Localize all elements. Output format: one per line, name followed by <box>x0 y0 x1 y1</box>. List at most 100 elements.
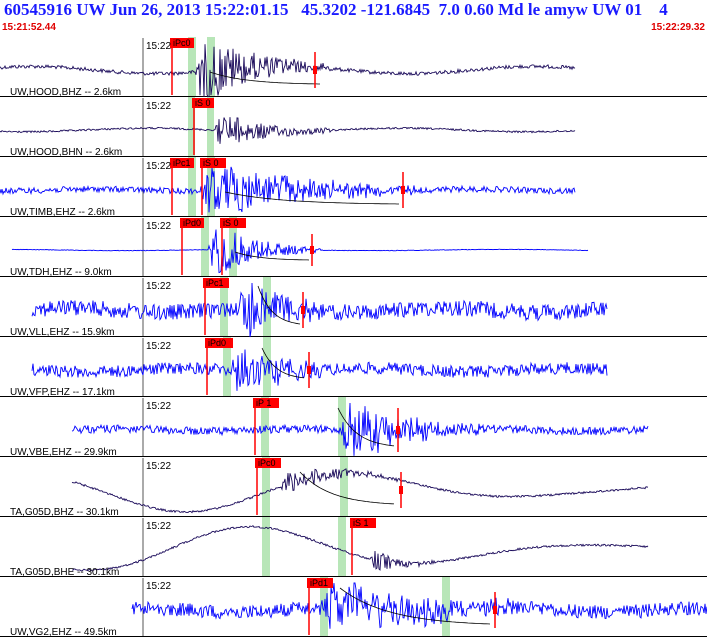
pick-window <box>207 97 214 157</box>
coda-curve <box>337 407 395 447</box>
phase-pick[interactable]: iPd1 <box>307 578 333 635</box>
pick-label: iPd0 <box>208 338 226 348</box>
station-label: TA,G05D,BHZ -- 30.1km <box>10 507 119 518</box>
amplitude-box <box>399 486 403 494</box>
phase-pick[interactable]: iP 1 <box>253 398 279 455</box>
amplitude-box <box>493 606 497 614</box>
pick-label: iS 0 <box>195 98 211 108</box>
phase-pick[interactable]: iPd0 <box>205 338 233 395</box>
phase-pick[interactable]: iS 0 <box>192 98 214 155</box>
pick-box <box>220 218 246 228</box>
station-label: UW,VLL,EHZ -- 15.9km <box>10 327 114 338</box>
coda-curve <box>224 191 399 205</box>
station-label: UW,HOOD,BHN -- 2.6km <box>10 147 122 158</box>
station-label: UW,TIMB,EHZ -- 2.6km <box>10 207 115 218</box>
pick-window <box>207 37 215 97</box>
trace-panel[interactable]: iPd1 15:22 UW,VG2,EHZ -- 49.5km <box>0 577 707 638</box>
pick-box <box>192 98 214 108</box>
pick-window <box>262 457 270 517</box>
phase-pick[interactable]: iPd0 <box>180 218 204 275</box>
trace-panel[interactable]: iS 1 15:22 TA,G05D,BHE -- 30.1km <box>0 517 707 578</box>
pick-window <box>262 517 270 577</box>
pick-box <box>307 578 333 588</box>
pick-label: iPd0 <box>183 218 201 228</box>
coda-curve <box>339 587 491 625</box>
trace-time-label: 15:22 <box>146 281 171 292</box>
trace-time-label: 15:22 <box>146 461 171 472</box>
waveform <box>0 117 576 144</box>
waveform <box>71 525 649 572</box>
pick-window <box>223 337 231 397</box>
trace-panel[interactable]: iPc1 iS 0 15:22 UW,TIMB,EHZ -- 2.6km <box>0 157 707 218</box>
amplitude-box <box>401 186 405 194</box>
pick-box <box>253 398 279 408</box>
pick-label: iS 1 <box>353 518 369 528</box>
coda-curve <box>257 285 301 325</box>
amplitude-box <box>301 306 305 314</box>
station-label: UW,VBE,EHZ -- 29.9km <box>10 447 117 458</box>
trace-panel[interactable]: iS 0 15:22 UW,HOOD,BHN -- 2.6km <box>0 97 707 158</box>
waveform <box>71 468 649 514</box>
event-title: 60545916 UW Jun 26, 2013 15:22:01.15 45.… <box>4 0 668 19</box>
coda-curve <box>261 347 305 379</box>
pick-label: iPc0 <box>258 458 276 468</box>
waveform <box>71 402 649 456</box>
amplitude-box <box>313 66 317 74</box>
phase-pick[interactable]: iPc1 <box>170 158 194 215</box>
trace-panel[interactable]: iP 1 15:22 UW,VBE,EHZ -- 29.9km <box>0 397 707 458</box>
waveform <box>11 229 589 274</box>
trace-panel[interactable]: iPd0 iS 0 15:22 UW,TDH,EHZ -- 9.0km <box>0 217 707 278</box>
trace-time-label: 15:22 <box>146 341 171 352</box>
trace-panel[interactable]: iPd0 15:22 UW,VFP,EHZ -- 17.1km <box>0 337 707 398</box>
phase-pick[interactable]: iPc0 <box>170 38 194 95</box>
phase-pick[interactable]: iS 0 <box>220 218 246 275</box>
phase-pick[interactable]: iPc0 <box>255 458 281 515</box>
pick-window <box>263 337 271 397</box>
phase-pick[interactable]: iS 0 <box>200 158 226 215</box>
pick-box <box>205 338 233 348</box>
pick-window <box>201 217 209 277</box>
waveform <box>0 44 576 98</box>
window-end-time: 15:22:29.32 <box>651 22 705 33</box>
amplitude-box <box>307 366 311 374</box>
pick-window <box>261 397 269 457</box>
trace-time-label: 15:22 <box>146 161 171 172</box>
pick-label: iP 1 <box>256 398 271 408</box>
waveform <box>31 349 608 391</box>
amplitude-box <box>396 426 400 434</box>
pick-box <box>255 458 281 468</box>
pick-window <box>338 517 346 577</box>
trace-panel[interactable]: iPc0 15:22 TA,G05D,BHZ -- 30.1km <box>0 457 707 518</box>
coda-curve <box>209 71 320 85</box>
pick-window <box>188 37 196 97</box>
station-label: TA,G05D,BHE -- 30.1km <box>10 567 119 578</box>
phase-pick[interactable]: iS 1 <box>350 518 376 575</box>
station-label: UW,HOOD,BHZ -- 2.6km <box>10 87 121 98</box>
station-label: UW,VG2,EHZ -- 49.5km <box>10 627 117 638</box>
trace-time-label: 15:22 <box>146 101 171 112</box>
pick-box <box>200 158 226 168</box>
pick-box <box>203 278 229 288</box>
trace-time-label: 15:22 <box>146 401 171 412</box>
event-header: 60545916 UW Jun 26, 2013 15:22:01.15 45.… <box>0 0 707 38</box>
station-label: UW,VFP,EHZ -- 17.1km <box>10 387 115 398</box>
pick-box <box>170 38 194 48</box>
coda-curve <box>234 251 310 261</box>
pick-box <box>350 518 376 528</box>
trace-panel[interactable]: iPc1 15:22 UW,VLL,EHZ -- 15.9km <box>0 277 707 338</box>
trace-time-label: 15:22 <box>146 521 171 532</box>
pick-box <box>180 218 204 228</box>
amplitude-box <box>310 246 314 254</box>
phase-pick[interactable]: iPc1 <box>203 278 229 335</box>
pick-label: iPc1 <box>206 278 224 288</box>
waveform <box>131 582 707 629</box>
trace-time-label: 15:22 <box>146 41 171 52</box>
pick-label: iPd1 <box>310 578 328 588</box>
pick-label: iPc1 <box>173 158 191 168</box>
pick-window <box>188 97 195 157</box>
coda-curve <box>299 471 395 505</box>
pick-window <box>340 457 348 517</box>
window-start-time: 15:21:52.44 <box>2 22 56 33</box>
